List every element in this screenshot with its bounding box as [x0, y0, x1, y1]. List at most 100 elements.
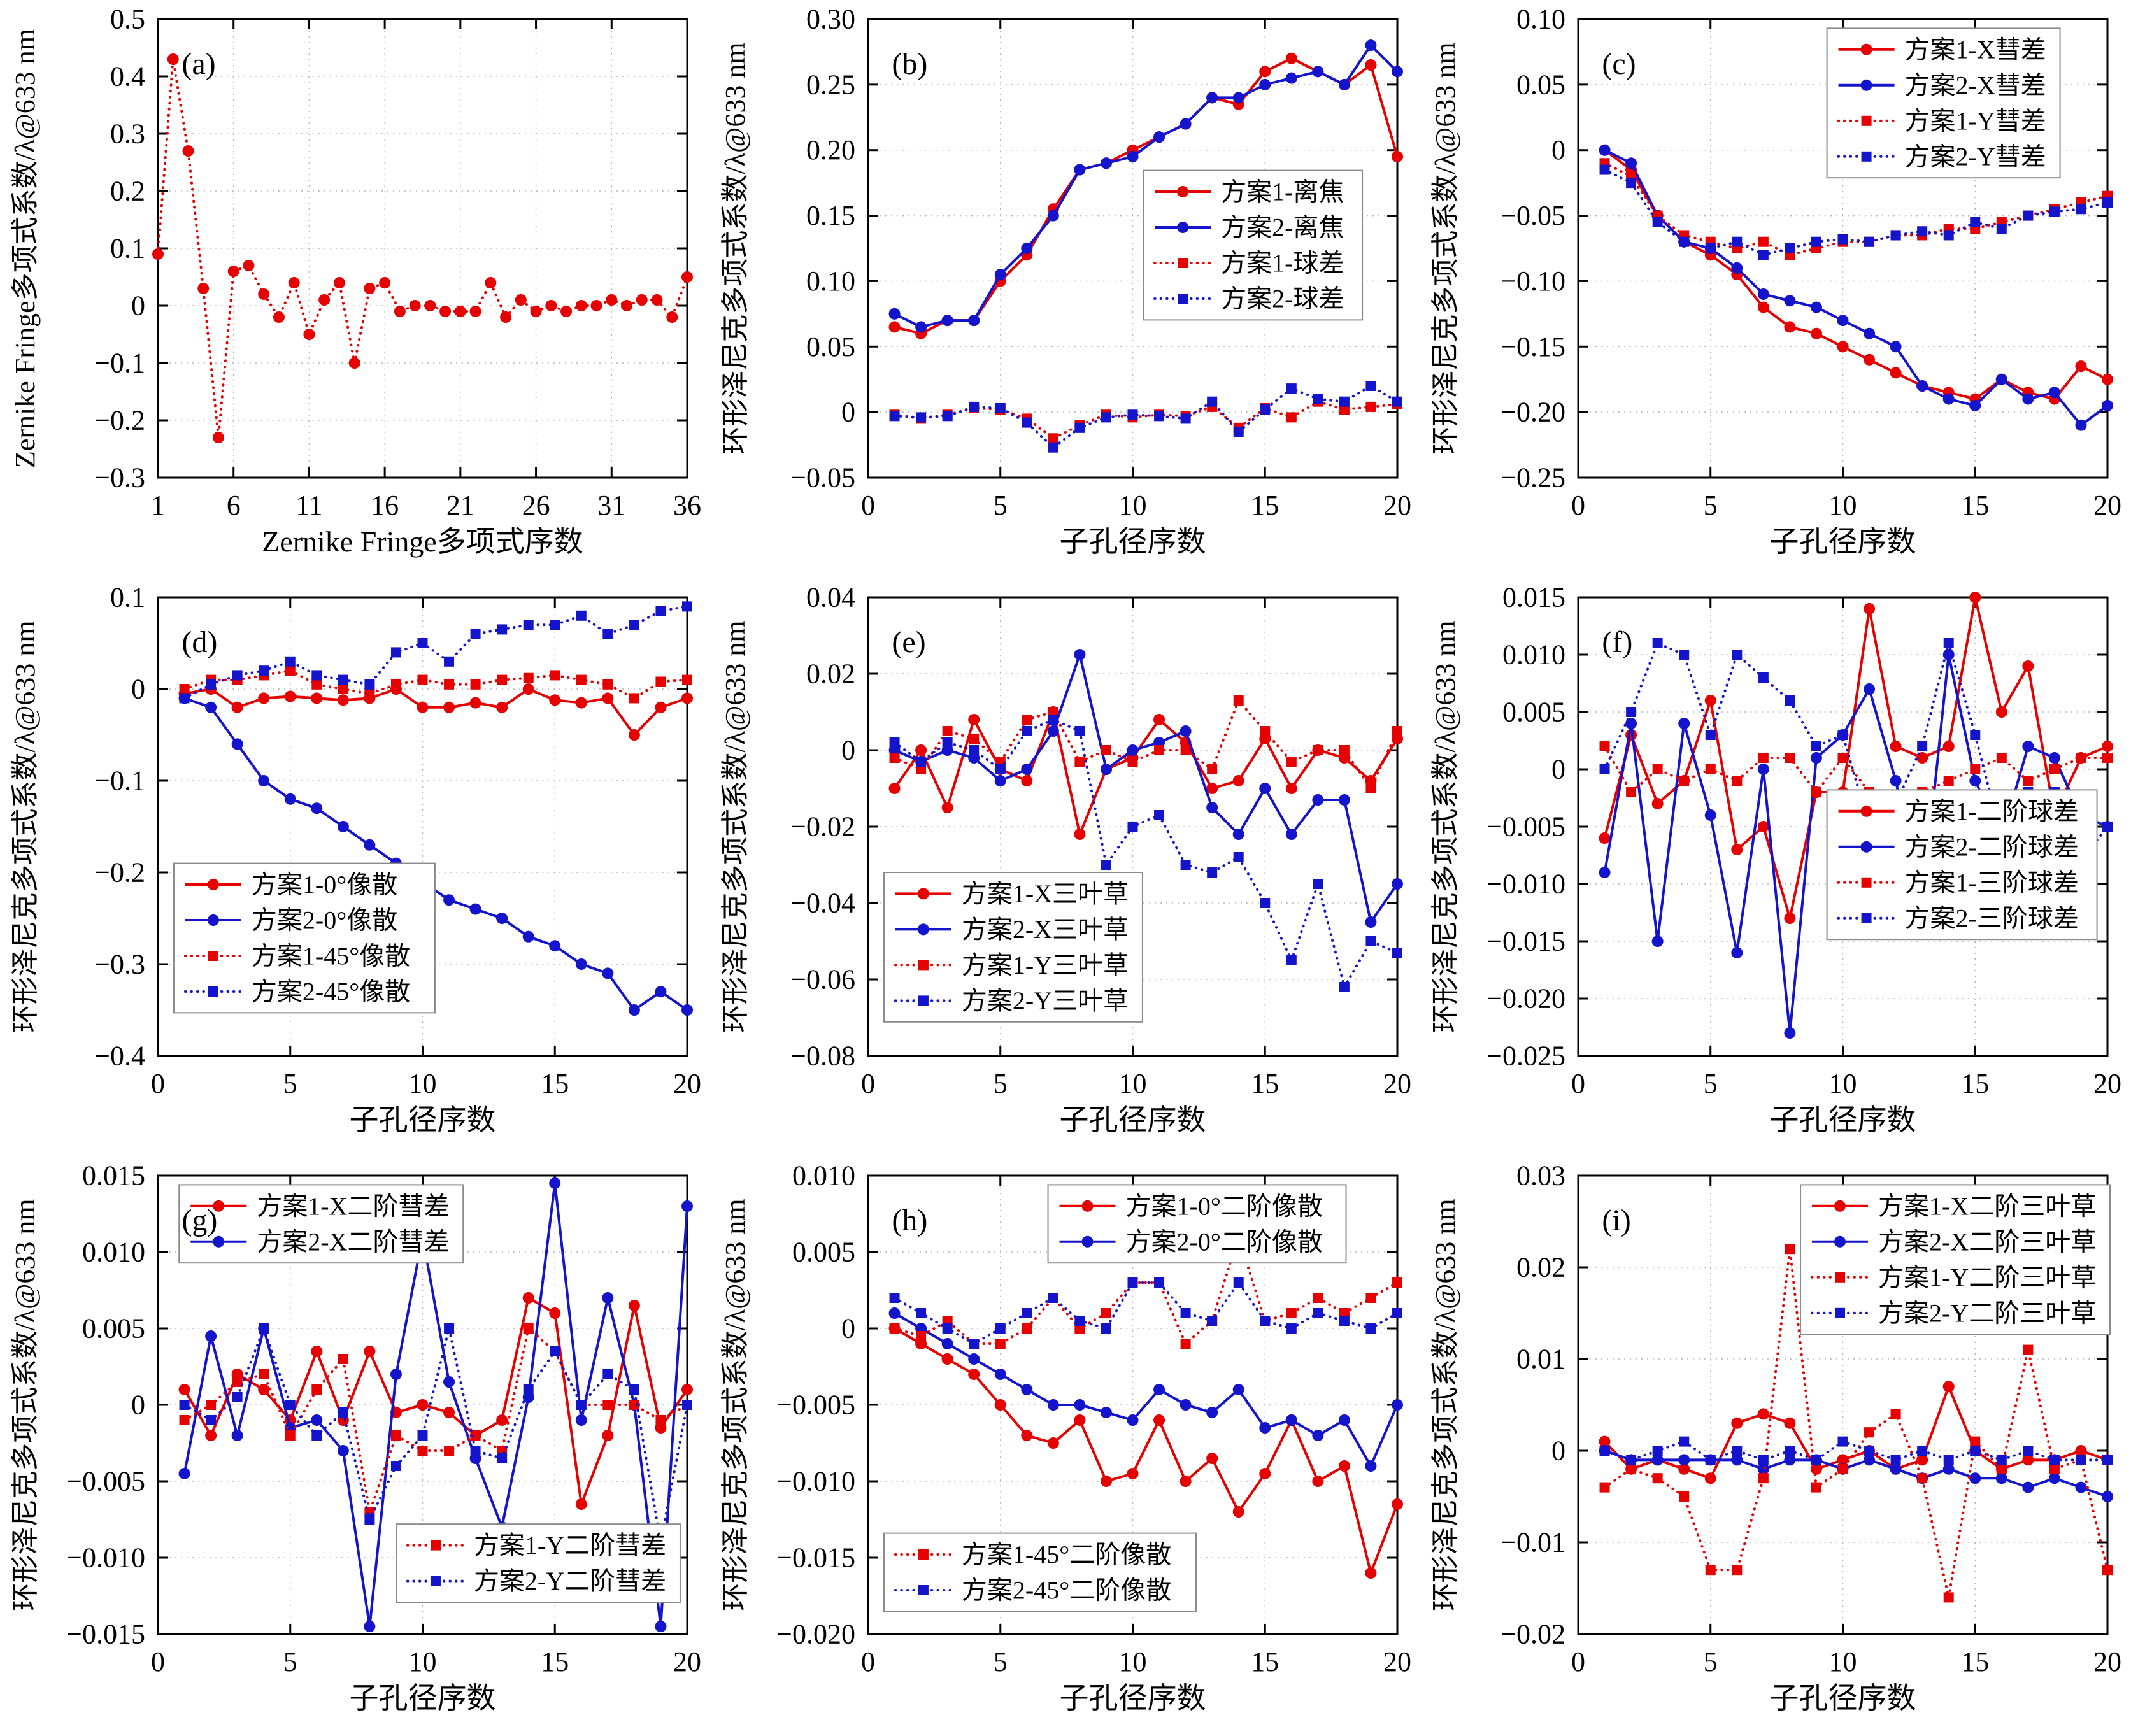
data-marker — [1260, 898, 1271, 908]
data-marker — [1154, 1277, 1165, 1288]
x-axis-label: 子孔径序数 — [350, 1104, 496, 1136]
data-marker — [470, 629, 481, 639]
data-marker — [232, 670, 243, 681]
legend-label: 方案2-Y三叶草 — [962, 986, 1129, 1015]
data-marker — [1651, 936, 1664, 947]
data-marker — [1100, 764, 1112, 775]
data-marker — [1286, 1308, 1297, 1318]
data-marker — [1047, 210, 1059, 222]
data-marker — [1678, 1454, 1690, 1466]
data-marker — [1784, 295, 1796, 307]
data-marker — [1652, 638, 1663, 648]
data-marker — [2075, 1445, 2087, 1456]
data-marker — [497, 624, 508, 635]
y-tick-label: −0.005 — [776, 1390, 855, 1421]
data-marker — [1101, 412, 1111, 423]
data-marker — [206, 679, 217, 690]
data-marker — [1339, 745, 1350, 755]
data-marker — [1260, 404, 1271, 415]
data-marker — [227, 266, 239, 277]
legend-label: 方案1-X二阶彗差 — [257, 1192, 449, 1220]
data-marker — [1837, 1463, 1848, 1474]
data-marker — [1101, 1323, 1111, 1334]
data-marker — [575, 1414, 587, 1426]
data-marker — [2102, 399, 2113, 411]
data-marker — [549, 940, 561, 952]
data-marker — [1022, 417, 1032, 428]
data-marker — [1338, 794, 1350, 806]
data-marker — [337, 694, 349, 706]
data-marker — [1785, 1244, 1795, 1255]
data-marker — [497, 674, 508, 685]
data-marker — [1599, 832, 1611, 844]
data-marker — [2102, 1491, 2113, 1502]
data-marker — [1652, 1446, 1663, 1456]
data-marker — [443, 894, 455, 906]
data-marker — [167, 53, 179, 65]
legend-sample-marker — [1861, 877, 1872, 888]
data-marker — [1784, 1027, 1796, 1039]
data-marker — [311, 670, 322, 681]
data-marker — [1942, 393, 1955, 405]
data-marker — [1312, 1476, 1324, 1487]
data-marker — [1969, 775, 1981, 786]
series-line-1 — [1604, 148, 2109, 427]
data-marker — [1995, 706, 2007, 718]
data-marker — [470, 679, 481, 690]
data-marker — [1784, 913, 1796, 924]
data-marker — [2049, 764, 2060, 774]
legend-label: 方案2-X三叶草 — [962, 915, 1129, 944]
data-marker — [443, 1376, 455, 1388]
x-axis-label: Zernike Fringe多项式序数 — [262, 525, 583, 558]
data-marker — [1837, 234, 1848, 245]
data-marker — [1731, 1417, 1743, 1429]
data-marker — [1392, 726, 1402, 736]
data-marker — [1392, 1399, 1403, 1411]
data-marker — [1837, 1436, 1848, 1447]
data-marker — [1678, 1463, 1690, 1475]
data-marker — [231, 701, 243, 713]
data-marker — [417, 1399, 429, 1411]
legend-sample-marker — [213, 1200, 225, 1212]
x-tick-label: 15 — [1251, 490, 1279, 521]
series-line-0 — [1604, 149, 2108, 401]
data-marker — [1837, 315, 1849, 327]
data-marker — [994, 775, 1006, 786]
data-marker — [1180, 725, 1192, 737]
data-marker — [1917, 741, 1928, 751]
y-tick-label: 0.10 — [806, 266, 855, 297]
legend-sample-marker — [1860, 841, 1872, 853]
x-tick-label: 5 — [994, 490, 1008, 521]
legend-label: 方案1-球差 — [1221, 249, 1344, 278]
data-marker — [470, 1430, 481, 1441]
x-tick-label: 10 — [1829, 490, 1857, 521]
x-tick-label: 15 — [1251, 1646, 1279, 1677]
data-marker — [1285, 1414, 1297, 1426]
legend-label: 方案2-45°二阶像散 — [962, 1576, 1171, 1605]
data-marker — [968, 1369, 980, 1380]
x-tick-label: 0 — [861, 1646, 875, 1677]
data-marker — [338, 1354, 348, 1364]
y-tick-label: −0.20 — [1500, 397, 1565, 428]
data-marker — [655, 701, 667, 713]
data-marker — [2023, 776, 2034, 786]
data-marker — [602, 1369, 613, 1379]
data-marker — [1970, 764, 1981, 774]
data-marker — [2075, 1481, 2087, 1493]
legend-box — [1800, 1184, 2111, 1335]
data-marker — [338, 684, 348, 694]
chart-i-svg: 0 5 10 15 20 −0.02 −0.01 0 0.01 0.02 0.03 子孔径序数 环形泽尼… — [1430, 1160, 2121, 1715]
data-marker — [1811, 1455, 1821, 1465]
data-marker — [1392, 878, 1403, 890]
legend-sample-marker — [207, 914, 219, 926]
data-marker — [1864, 353, 1876, 366]
y-tick-label: 0.010 — [1502, 639, 1565, 671]
data-marker — [390, 1430, 401, 1441]
data-marker — [1731, 844, 1743, 855]
data-marker — [888, 783, 901, 794]
data-marker — [311, 1346, 323, 1357]
data-marker — [1392, 1308, 1402, 1318]
data-marker — [285, 656, 296, 667]
legend-label: 方案1-45°二阶像散 — [962, 1540, 1171, 1569]
data-marker — [443, 1407, 455, 1418]
